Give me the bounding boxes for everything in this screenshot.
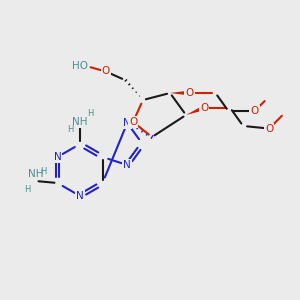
Text: H: H — [87, 110, 93, 118]
Text: O: O — [185, 88, 194, 98]
Text: HO: HO — [72, 61, 88, 71]
Text: H: H — [67, 125, 73, 134]
Text: O: O — [250, 106, 259, 116]
Text: O: O — [265, 124, 273, 134]
Text: N: N — [76, 191, 84, 201]
Text: O: O — [102, 67, 110, 76]
Text: N: N — [54, 152, 61, 162]
Text: O: O — [200, 103, 208, 113]
Text: NH: NH — [72, 117, 88, 127]
Polygon shape — [170, 91, 190, 95]
Text: H: H — [24, 184, 31, 194]
Text: N: N — [123, 118, 131, 128]
Polygon shape — [186, 105, 205, 115]
Text: N: N — [123, 160, 131, 170]
Text: NH: NH — [28, 169, 43, 179]
Text: O: O — [129, 117, 137, 127]
Text: H: H — [40, 167, 47, 176]
